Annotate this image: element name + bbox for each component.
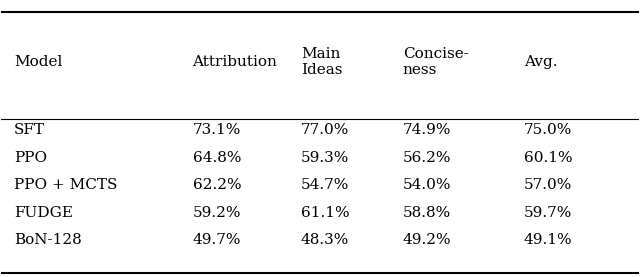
Text: 77.0%: 77.0% xyxy=(301,123,349,137)
Text: 57.0%: 57.0% xyxy=(524,178,572,192)
Text: Model: Model xyxy=(14,55,63,69)
Text: 59.3%: 59.3% xyxy=(301,151,349,165)
Text: 59.7%: 59.7% xyxy=(524,206,572,220)
Text: Main
Ideas: Main Ideas xyxy=(301,47,342,77)
Text: 48.3%: 48.3% xyxy=(301,233,349,247)
Text: 61.1%: 61.1% xyxy=(301,206,349,220)
Text: PPO + MCTS: PPO + MCTS xyxy=(14,178,118,192)
Text: 59.2%: 59.2% xyxy=(193,206,241,220)
Text: Concise-
ness: Concise- ness xyxy=(403,47,468,77)
Text: 75.0%: 75.0% xyxy=(524,123,572,137)
Text: 74.9%: 74.9% xyxy=(403,123,451,137)
Text: BoN-128: BoN-128 xyxy=(14,233,82,247)
Text: FUDGE: FUDGE xyxy=(14,206,73,220)
Text: SFT: SFT xyxy=(14,123,45,137)
Text: 49.7%: 49.7% xyxy=(193,233,241,247)
Text: 49.2%: 49.2% xyxy=(403,233,451,247)
Text: 60.1%: 60.1% xyxy=(524,151,573,165)
Text: 49.1%: 49.1% xyxy=(524,233,573,247)
Text: 73.1%: 73.1% xyxy=(193,123,241,137)
Text: 54.0%: 54.0% xyxy=(403,178,451,192)
Text: Avg.: Avg. xyxy=(524,55,557,69)
Text: 58.8%: 58.8% xyxy=(403,206,451,220)
Text: 64.8%: 64.8% xyxy=(193,151,241,165)
Text: 62.2%: 62.2% xyxy=(193,178,241,192)
Text: 54.7%: 54.7% xyxy=(301,178,349,192)
Text: 56.2%: 56.2% xyxy=(403,151,451,165)
Text: Attribution: Attribution xyxy=(193,55,277,69)
Text: PPO: PPO xyxy=(14,151,47,165)
